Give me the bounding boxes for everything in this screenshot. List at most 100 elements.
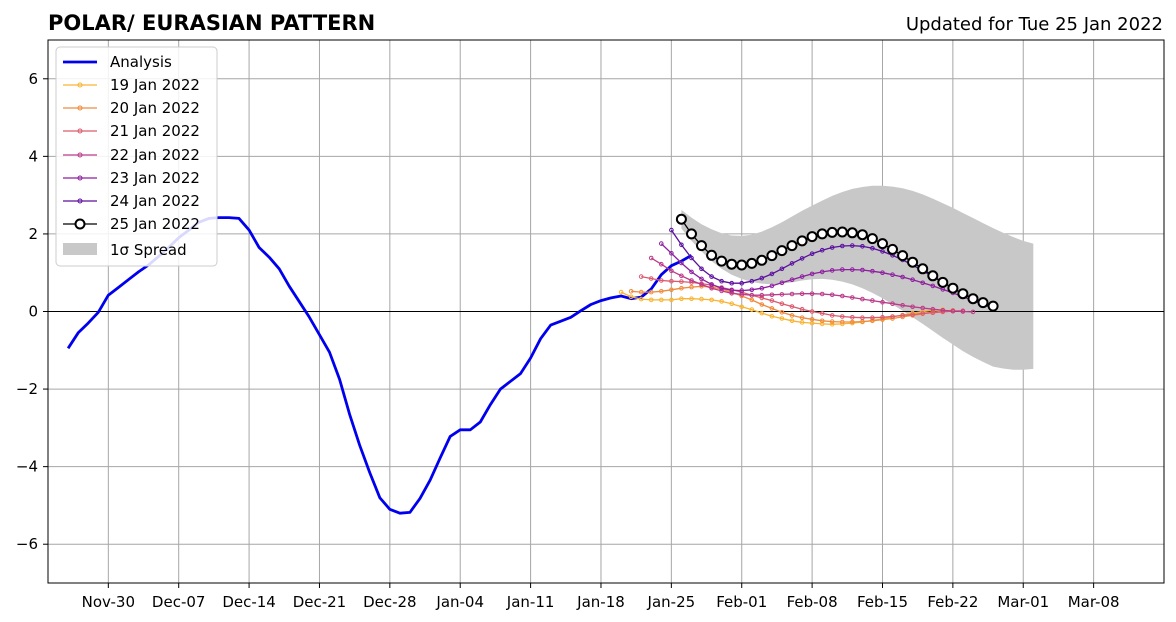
forecast-point (846, 227, 858, 239)
forecast-line (650, 257, 974, 313)
forecast-point (930, 306, 936, 312)
forecast-point (709, 274, 714, 279)
y-tick-label: −6 (16, 535, 38, 553)
forecast-point (669, 251, 674, 256)
forecast-point (628, 294, 634, 300)
forecast-point (789, 261, 795, 266)
x-tick-label: Mar-08 (1068, 593, 1120, 611)
forecast-point (937, 276, 949, 288)
forecast-point (850, 319, 855, 325)
forecast-point (819, 269, 825, 275)
legend-label-25jan: 25 Jan 2022 (110, 215, 200, 233)
forecast-point (930, 283, 936, 289)
forecast-point (796, 235, 808, 247)
forecast-point (826, 226, 838, 238)
x-tick-label: Dec-28 (363, 593, 417, 611)
forecast-line (660, 243, 994, 310)
forecast-point (900, 313, 905, 318)
legend-swatch-spread (63, 243, 97, 255)
forecast-point (736, 259, 748, 271)
forecast-point (809, 309, 815, 314)
forecast-line (641, 275, 963, 319)
forecast-point (799, 256, 805, 261)
forecast-point (870, 318, 875, 324)
x-tick-label: Nov-30 (82, 593, 135, 611)
legend-marker-20jan (77, 105, 83, 111)
forecast-point (829, 319, 835, 324)
forecast-point (669, 278, 674, 284)
forecast-point (759, 302, 765, 307)
forecast-series-2 (638, 274, 966, 321)
y-tick-label: 2 (28, 225, 38, 243)
forecast-point (648, 255, 654, 261)
x-tick-label: Mar-01 (997, 593, 1049, 611)
legend-marker-24jan (77, 198, 83, 204)
forecast-point (860, 244, 865, 249)
x-tick-label: Feb-15 (857, 593, 908, 611)
legend-label-analysis: Analysis (110, 53, 172, 71)
forecast-point (679, 285, 684, 291)
forecast-point (779, 316, 785, 321)
forecast-point (870, 246, 875, 251)
legend-marker-25jan (74, 218, 86, 230)
forecast-point (829, 245, 835, 250)
forecast-point (689, 284, 694, 290)
forecast-point (877, 238, 888, 250)
forecast-point (769, 313, 775, 319)
forecast-point (829, 268, 835, 273)
forecast-point (689, 278, 694, 283)
forecast-point (789, 313, 795, 318)
forecast-point (917, 263, 929, 275)
forecast-point (739, 304, 745, 310)
forecast-point (679, 273, 684, 279)
forecast-point (786, 240, 798, 252)
forecast-point (729, 287, 735, 293)
forecast-point (890, 272, 895, 278)
forecast-point (769, 292, 775, 298)
forecast-point (779, 280, 785, 286)
forecast-point (638, 296, 644, 302)
forecast-point (809, 317, 815, 322)
forecast-point (970, 309, 976, 315)
legend-label-22jan: 22 Jan 2022 (110, 146, 200, 164)
forecast-point (706, 249, 718, 261)
forecast-point (659, 261, 664, 267)
forecast-point (897, 250, 909, 262)
forecast-point (907, 256, 919, 268)
forecast-point (860, 296, 865, 302)
forecast-point (799, 306, 805, 312)
forecast-point (809, 291, 815, 297)
forecast-point (699, 266, 704, 272)
forecast-point (699, 276, 704, 282)
forecast-point (960, 309, 966, 314)
x-tick-label: Jan-25 (647, 593, 696, 611)
forecast-series-6 (675, 213, 999, 312)
legend-label-spread: 1σ Spread (110, 241, 187, 259)
forecast-point (819, 311, 825, 316)
legend-label-19jan: 19 Jan 2022 (110, 76, 200, 94)
forecast-point (850, 267, 855, 272)
forecast-point (910, 312, 915, 317)
forecast-series-3 (648, 255, 976, 315)
forecast-point (689, 269, 694, 275)
forecast-point (759, 285, 765, 291)
forecast-point (726, 258, 738, 270)
y-axis: −6 −4 −2 0 2 4 6 (16, 70, 48, 553)
forecast-point (719, 278, 724, 284)
legend-entry-25jan: 25 Jan 2022 (63, 215, 200, 233)
legend-marker-23jan (77, 175, 83, 181)
forecast-point (920, 305, 926, 311)
forecast-point (628, 289, 634, 294)
forecast-point (880, 249, 885, 254)
forecast-point (756, 254, 768, 266)
legend-marker-21jan (77, 128, 83, 134)
forecast-point (779, 292, 785, 297)
spread-band (681, 185, 1034, 370)
x-tick-label: Jan-11 (506, 593, 555, 611)
forecast-point (927, 270, 939, 282)
x-tick-label: Jan-04 (435, 593, 484, 611)
forecast-point (679, 296, 684, 302)
forecast-point (987, 300, 999, 312)
forecast-point (816, 228, 828, 240)
